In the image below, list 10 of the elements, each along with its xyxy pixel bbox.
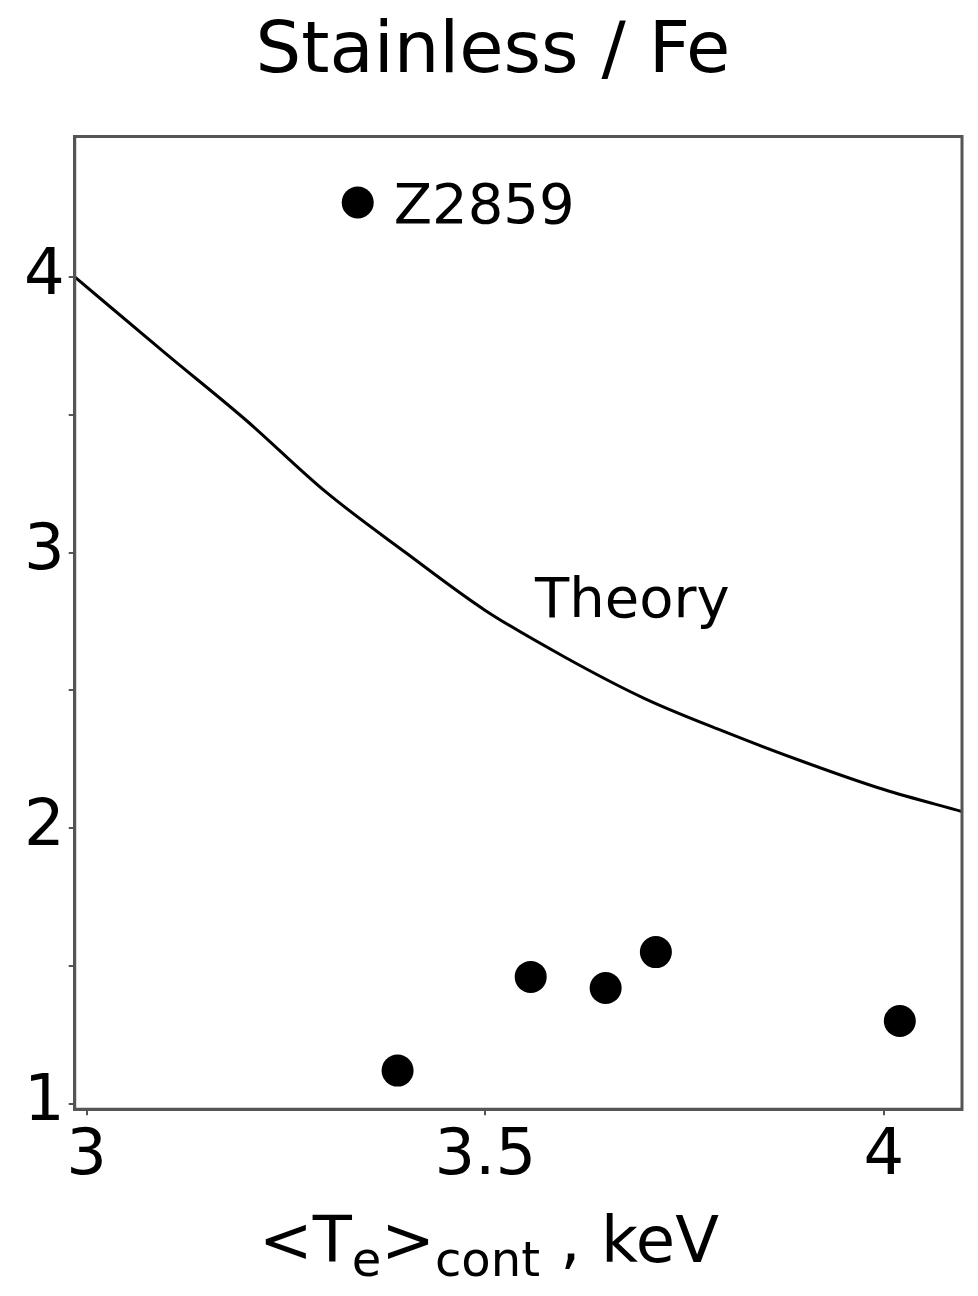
chart-title: Stainless / Fe: [255, 4, 731, 89]
y-tick-label: 3: [24, 510, 65, 585]
y-tick-label: 4: [24, 234, 65, 309]
series-label: Theory: [534, 564, 730, 630]
x-tick-label: 4: [863, 1115, 905, 1190]
y-tick-label: 2: [24, 785, 65, 860]
x-axis-title: <T$_{e}$>$_{cont}$ , keV: [258, 1202, 720, 1289]
annotation: Z2859: [393, 171, 575, 237]
x-tick-label: 3.5: [434, 1115, 537, 1190]
y-tick-label: 1: [24, 1061, 65, 1136]
